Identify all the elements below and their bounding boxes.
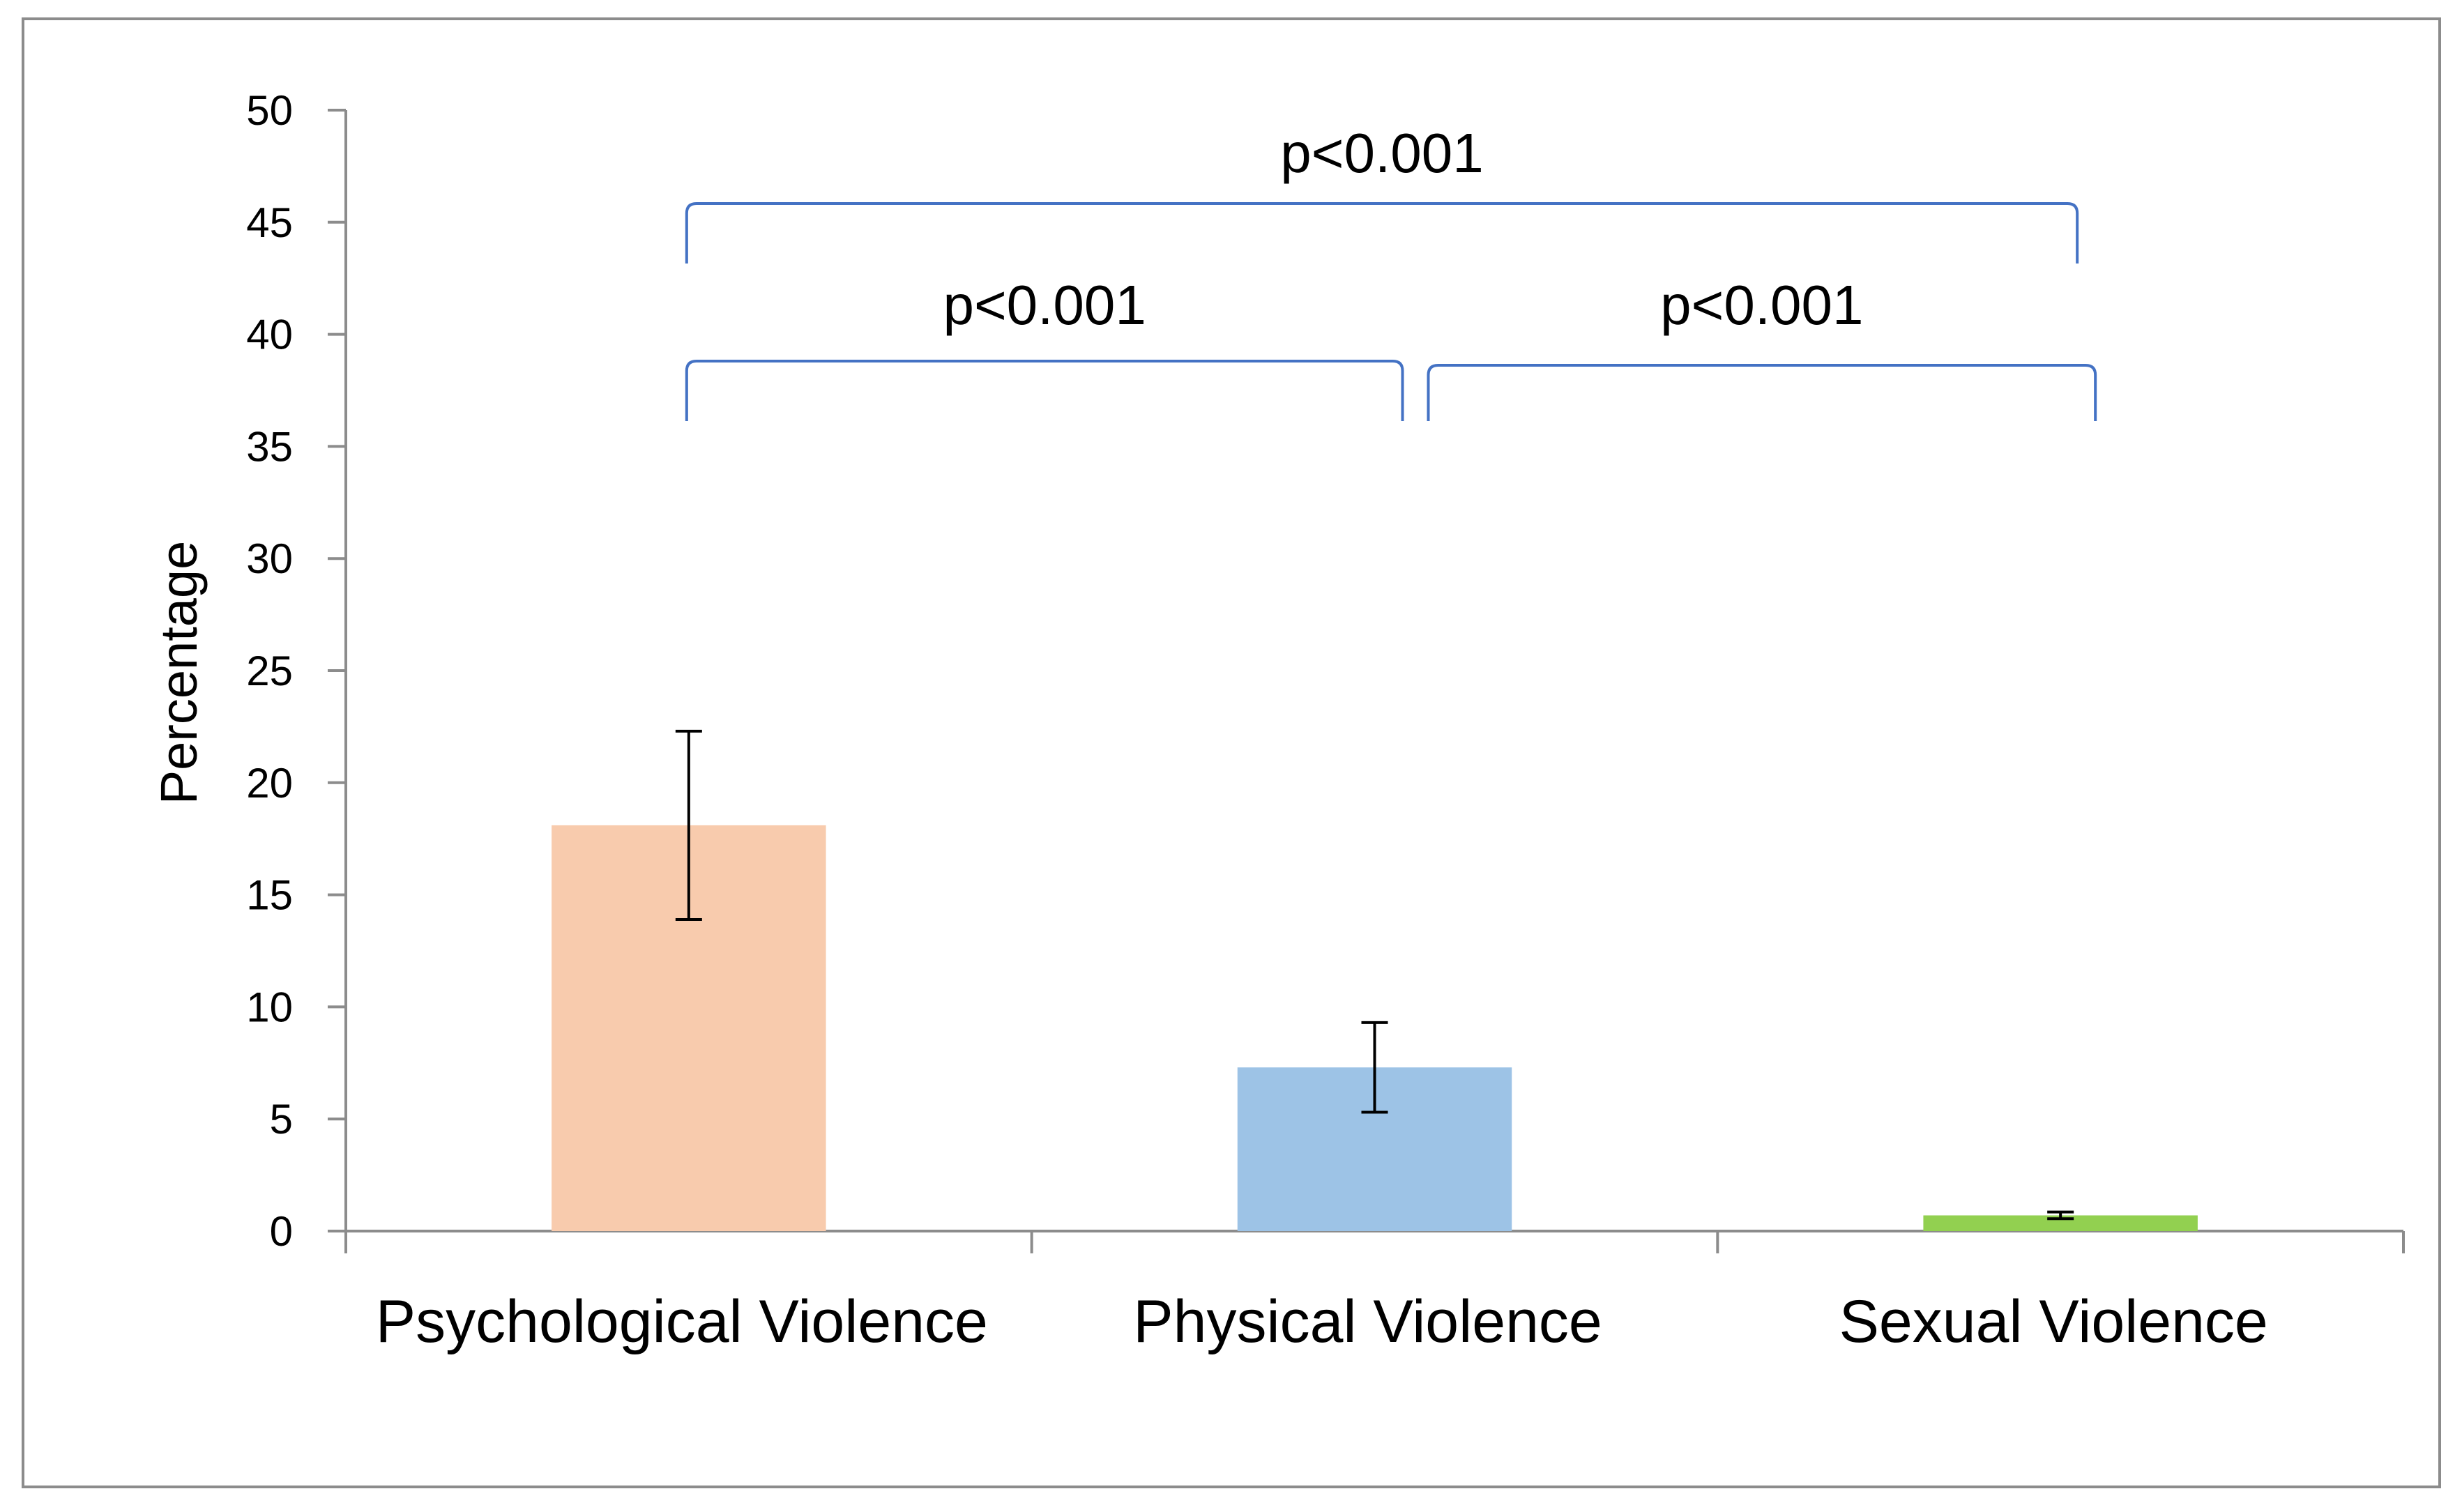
y-tick-label: 50 <box>246 87 293 134</box>
error-bars <box>675 729 2074 1221</box>
y-tick-label: 20 <box>246 760 293 807</box>
significance-bracket <box>685 202 2079 264</box>
significance-label: p<0.001 <box>1280 122 1483 184</box>
x-axis: Psychological Violence Physical Violence S… <box>344 1230 2405 1355</box>
chart-frame <box>22 17 2441 1488</box>
bar <box>1923 1215 2198 1231</box>
bars <box>552 825 2198 1231</box>
y-tick-label: 0 <box>270 1208 293 1255</box>
y-tick-label: 15 <box>246 872 293 919</box>
x-category-label: Sexual Violence <box>1839 1288 2268 1355</box>
significance-bracket <box>1427 364 2097 421</box>
x-category-label: Psychological Violence <box>376 1288 988 1355</box>
y-axis: 0 5 10 15 20 25 30 35 40 45 50 <box>246 87 347 1255</box>
y-tick-label: 10 <box>246 984 293 1030</box>
significance-bracket <box>685 360 1404 421</box>
y-tick-label: 45 <box>246 199 293 246</box>
y-tick-label: 30 <box>246 535 293 582</box>
y-tick-label: 5 <box>270 1096 293 1143</box>
y-tick-label: 25 <box>246 648 293 694</box>
y-tick-label: 40 <box>246 312 293 358</box>
y-tick-label: 35 <box>246 423 293 470</box>
significance-label: p<0.001 <box>943 274 1146 336</box>
significance-label: p<0.001 <box>1660 274 1863 336</box>
significance-brackets: p<0.001 p<0.001 p<0.001 <box>685 122 2097 421</box>
y-axis-title: Percentage <box>150 541 208 805</box>
x-category-label: Physical Violence <box>1133 1288 1602 1355</box>
